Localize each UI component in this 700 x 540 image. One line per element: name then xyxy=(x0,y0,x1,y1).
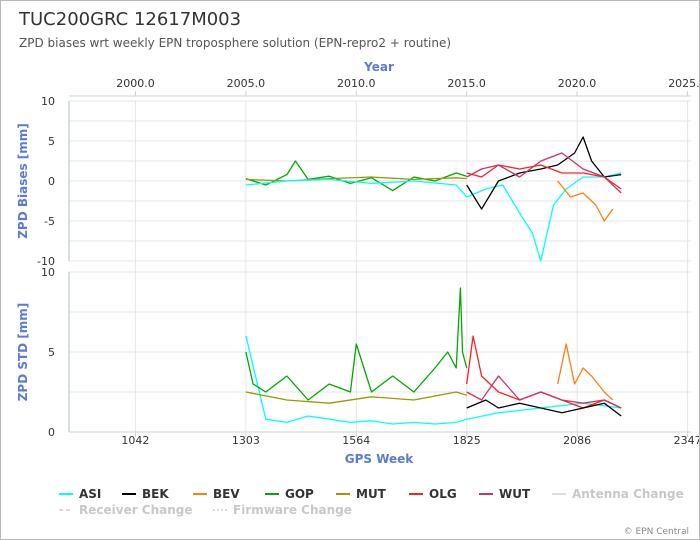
bottom-axis-tick-label-1: 1303 xyxy=(232,434,260,447)
panel-1-series-bev xyxy=(557,343,614,401)
top-axis-tick-label-0: 2000.0 xyxy=(116,77,155,90)
panel-0-y-tick-label-4: -10 xyxy=(37,255,55,268)
panel-1-series-asi xyxy=(245,335,622,425)
legend-label: WUT xyxy=(499,487,531,501)
panel-1-y-tick-label-0: 10 xyxy=(41,266,55,279)
panel-1-y-tick-label-1: 5 xyxy=(48,346,55,359)
legend-label: Receiver Change xyxy=(79,503,193,517)
panel-1-series-olg xyxy=(466,335,622,409)
legend-item-antenna-change[interactable]: Antenna Change xyxy=(552,487,684,501)
legend-label: Antenna Change xyxy=(572,487,684,501)
panel-1-series-bek xyxy=(466,399,622,417)
legend-item-mut[interactable]: MUT xyxy=(336,487,387,501)
panel-0-y-tick-label-3: -5 xyxy=(44,215,55,228)
panel-0-y-tick-label-2: 0 xyxy=(48,175,55,188)
legend-label: Firmware Change xyxy=(233,503,352,517)
panel-0-y-tick-label-1: 5 xyxy=(48,135,55,148)
legend-label: BEV xyxy=(213,487,240,501)
series-layer xyxy=(245,136,622,425)
panel-0-series-wut xyxy=(466,152,622,194)
grid-layer xyxy=(69,100,691,433)
panel-0-series-asi xyxy=(245,172,622,262)
legend-label: ASI xyxy=(79,487,101,501)
bottom-axis-tick-label-3: 1825 xyxy=(453,434,481,447)
legend-item-receiver-change[interactable]: Receiver Change xyxy=(59,503,193,517)
bottom-axis-tick-label-4: 2086 xyxy=(563,434,591,447)
panel-0-series-bev xyxy=(557,180,614,222)
chart-title: TUC200GRC 12617M003 xyxy=(18,9,241,30)
top-axis-title: Year xyxy=(363,60,394,74)
legend-item-gop[interactable]: GOP xyxy=(265,487,314,501)
bottom-axis-tick-label-5: 2347 xyxy=(674,434,699,447)
credit-text: © EPN Central xyxy=(624,527,689,537)
legend-item-asi[interactable]: ASI xyxy=(59,487,101,501)
top-axis-tick-label-4: 2020.0 xyxy=(558,77,597,90)
top-axis-tick-label-5: 2025.0 xyxy=(668,77,699,90)
legend-item-bek[interactable]: BEK xyxy=(122,487,169,501)
top-axis-tick-label-2: 2010.0 xyxy=(337,77,376,90)
legend-label: MUT xyxy=(356,487,387,501)
chart-subtitle: ZPD biases wrt weekly EPN troposphere so… xyxy=(19,36,451,50)
top-axis-tick-label-1: 2005.0 xyxy=(227,77,266,90)
top-axis-tick-label-3: 2015.0 xyxy=(447,77,486,90)
panel-0-series-olg xyxy=(466,164,622,190)
legend: ASI BEK BEV GOP MUT OLG WUT Antenna Change Recei… xyxy=(59,487,684,517)
panel-1-y-axis-title: ZPD STD [mm] xyxy=(16,303,30,402)
legend-label: GOP xyxy=(285,487,314,501)
axis-layer: 2000.0 2005.0 2010.0 2015.0 2020.0 2025.0 10 5 0… xyxy=(16,77,699,447)
panel-1-series-gop xyxy=(245,287,468,401)
bottom-axis-tick-label-0: 1042 xyxy=(121,434,149,447)
legend-item-firmware-change[interactable]: Firmware Change xyxy=(213,503,352,517)
panel-1-y-tick-label-2: 0 xyxy=(48,426,55,439)
legend-item-bev[interactable]: BEV xyxy=(193,487,240,501)
legend-label: OLG xyxy=(429,487,457,501)
panel-0-series-gop xyxy=(245,160,467,192)
legend-item-olg[interactable]: OLG xyxy=(409,487,457,501)
panel-0-series-bek xyxy=(466,136,622,210)
panel-0-y-axis-title: ZPD Biases [mm] xyxy=(16,123,30,239)
legend-item-wut[interactable]: WUT xyxy=(479,487,531,501)
legend-label: BEK xyxy=(142,487,169,501)
panel-0-y-tick-label-0: 10 xyxy=(41,95,55,108)
bottom-axis-title: GPS Week xyxy=(345,452,415,466)
panel-1-series-mut xyxy=(245,391,467,404)
panel-1-series-wut xyxy=(466,375,622,409)
bottom-axis-tick-label-2: 1564 xyxy=(342,434,370,447)
